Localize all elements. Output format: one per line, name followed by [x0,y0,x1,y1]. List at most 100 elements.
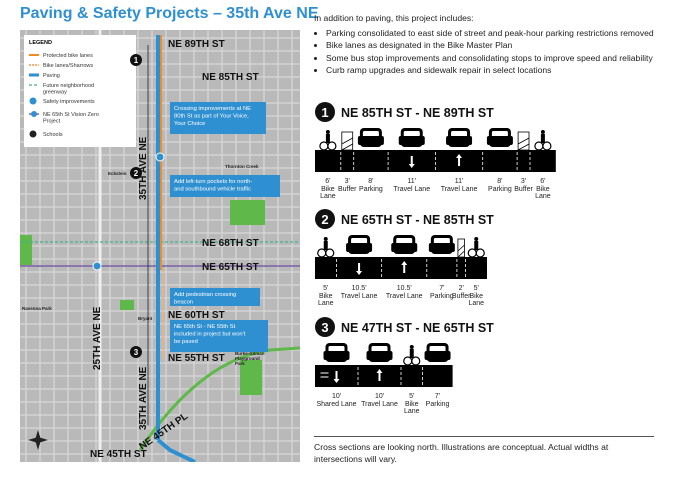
buffer-hatch [457,244,465,258]
legend-label: Safety improvements [43,99,95,105]
car-window [371,346,388,352]
lane-label: Parking [430,293,454,300]
lane-width: 6' [325,178,330,185]
legend-label: Bike lanes/Sharrows [43,63,93,69]
legend-item: Bike lanes/Sharrows [29,63,93,69]
section-title: NE 47TH ST - NE 65TH ST [341,321,494,335]
callout-box [170,102,266,134]
lane-width: 3' [345,178,350,185]
bike-icon [317,248,327,258]
avenue-label: 35TH AVE NE [138,136,149,200]
rider-icon [325,130,330,134]
rider-icon [474,241,479,250]
lane-width: 11' [455,178,464,185]
lane-label: Travel Lane [361,401,398,408]
park [240,360,262,395]
paving-line [156,438,196,462]
place-label: Bryant [138,316,153,321]
car-icon [323,351,350,360]
bike-icon [475,248,485,258]
compass [28,430,48,450]
lane-width: 10' [332,393,341,400]
lane-label: Buffer [452,293,471,300]
car-icon [486,136,513,145]
lane-label: Travel Lane [393,186,430,193]
direction-arrow [408,156,415,168]
legend-label: Protected bike lanes [43,53,93,59]
section-number-badge [315,317,335,337]
safety-marker [92,261,102,271]
street-label: NE 65TH ST [202,262,259,273]
lane-width: 10.5' [397,285,412,292]
car-window [351,238,368,244]
callout-text: Crossing improvements at NE 80th St as pa… [174,106,251,127]
buffer-hatch [517,137,530,151]
legend-item: Safety improvements [29,97,95,105]
legend-swatch [31,111,37,117]
legend-heading: LEGEND [29,40,52,46]
car-icon [398,136,425,145]
intro: In addition to paving, this project incl… [314,13,474,23]
title: Paving & Safety Projects – 35th Ave NE [20,5,319,22]
section-title: NE 85TH ST - NE 89TH ST [341,106,494,120]
bike-icon [411,356,421,366]
legend-item: Protected bike lanes [29,53,93,59]
place-label: Eckstein [108,171,127,176]
segment-marker-label: 1 [134,56,139,65]
segment-marker-label: 2 [134,169,139,178]
car-window [491,131,508,137]
lane-width: 8' [368,178,373,185]
street-label: NE 68TH ST [202,238,259,249]
car-icon [391,243,418,252]
rider-icon [409,349,414,358]
bullet: Some bus stop improvements and consolida… [326,52,664,65]
lane-label: Parking [426,401,450,408]
section-title: NE 65TH ST - NE 85TH ST [341,213,494,227]
cross-section: 1 NE 85TH ST - NE 89TH ST6'Bike Lane3'Buff… [315,102,556,200]
direction-arrow [401,261,408,273]
buffer-hatch [341,137,353,151]
street-label: NE 60TH ST [168,310,225,321]
legend-swatch [29,97,37,105]
section-number-badge [315,102,335,122]
rider-icon [474,237,479,241]
lane-label: Bike Lane [468,293,484,307]
rider-icon [325,134,330,143]
lane-width: 5' [474,285,479,292]
legend-box [24,35,136,147]
place-label: Ravenna Park [22,306,52,311]
bike-icon [403,356,413,366]
legend-item: Future neighborhood greenway [29,83,94,96]
car-window [328,346,345,352]
park [230,200,265,225]
avenue-label: 25TH AVE NE [92,306,103,370]
safety-marker [155,152,165,162]
legend: LEGEND Protected bike lanes Bike lanes/Sha… [29,40,99,138]
sharrow-icon [320,372,329,378]
roadway [315,257,487,279]
lane-width: 5' [409,393,414,400]
legend-label: Paving [43,73,60,79]
direction-arrow [376,369,383,381]
buffer-hatch [517,131,530,151]
bike-icon [542,141,552,151]
car-window [429,346,446,352]
lane-width: 6' [540,178,545,185]
lane-width: 2' [459,285,464,292]
lane-label: Travel Lane [386,293,423,300]
bullet: Bike lanes as designated in the Bike Mas… [326,39,664,52]
park [20,235,32,265]
street-label: NE 55TH ST [168,353,225,364]
rider-icon [323,237,328,241]
description: In addition to paving, this project incl… [314,12,664,77]
car-icon [446,136,473,145]
section-number: 1 [321,105,328,120]
segment-marker-label: 3 [134,348,139,357]
map: LEGEND Protected bike lanes Bike lanes/Sha… [20,30,300,462]
callout-text: Add left-turn pockets for north-and sout… [174,179,252,193]
lane-label: Travel Lane [441,186,478,193]
legend-label: Future neighborhood greenway [43,83,94,96]
callout-text: Add pedestrian crossing beacon [174,292,236,306]
